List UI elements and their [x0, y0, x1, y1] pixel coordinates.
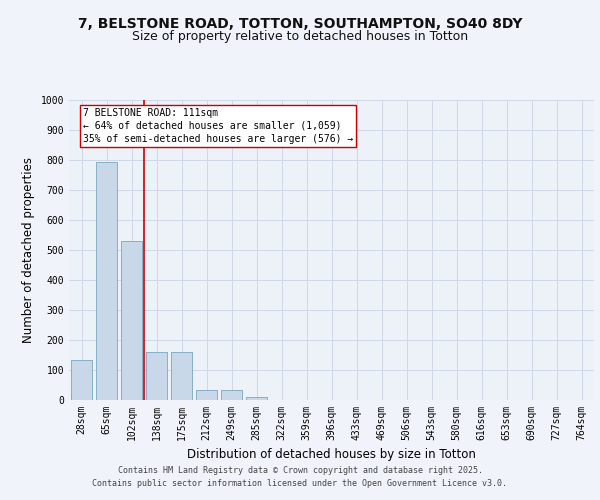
Text: 7 BELSTONE ROAD: 111sqm
← 64% of detached houses are smaller (1,059)
35% of semi: 7 BELSTONE ROAD: 111sqm ← 64% of detache…: [83, 108, 353, 144]
Bar: [96, 162, 117, 400]
Bar: [196, 390, 217, 400]
Y-axis label: Number of detached properties: Number of detached properties: [22, 157, 35, 343]
Bar: [121, 241, 142, 400]
Bar: [171, 352, 192, 400]
Text: 7, BELSTONE ROAD, TOTTON, SOUTHAMPTON, SO40 8DY: 7, BELSTONE ROAD, TOTTON, SOUTHAMPTON, S…: [78, 18, 522, 32]
Bar: [146, 352, 167, 400]
X-axis label: Distribution of detached houses by size in Totton: Distribution of detached houses by size …: [187, 448, 476, 462]
Bar: [71, 360, 92, 400]
Bar: [246, 397, 267, 400]
Text: Contains HM Land Registry data © Crown copyright and database right 2025.
Contai: Contains HM Land Registry data © Crown c…: [92, 466, 508, 487]
Bar: [221, 390, 242, 400]
Text: Size of property relative to detached houses in Totton: Size of property relative to detached ho…: [132, 30, 468, 43]
